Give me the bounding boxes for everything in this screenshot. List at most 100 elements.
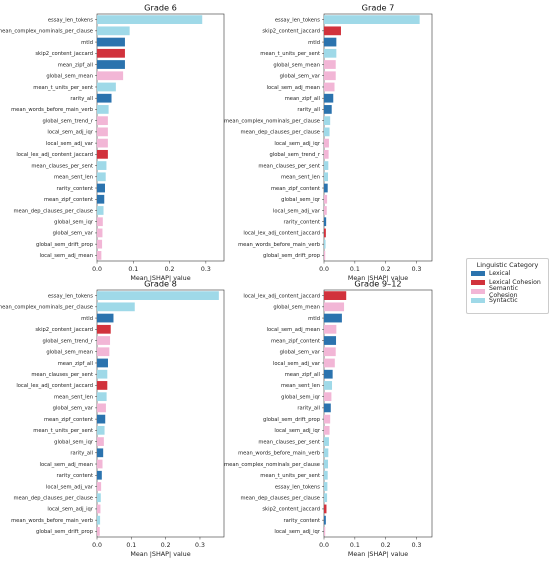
category-label: global_sem_drift_prop	[263, 417, 321, 423]
bar	[324, 183, 328, 193]
category-label: mean_words_before_main_verb	[238, 242, 321, 248]
legend: Linguistic Category Lexical Lexical Cohe…	[466, 258, 549, 314]
chart-title: Grade 9–12	[354, 279, 401, 289]
bar	[97, 403, 106, 413]
category-label: local_lex_adj_content_jaccard	[243, 293, 320, 299]
category-label: mean_complex_nominals_per_clause	[0, 29, 93, 35]
bar	[97, 26, 130, 36]
category-label: rarity_all	[70, 451, 93, 457]
bar	[97, 313, 114, 323]
bar	[324, 336, 337, 345]
category-label: essay_len_tokens	[275, 17, 320, 23]
chart-title: Grade 7	[362, 3, 395, 13]
bar	[97, 515, 101, 525]
bar	[324, 313, 342, 323]
category-label: local_sem_adj_iqr	[274, 529, 320, 535]
bar	[97, 324, 111, 334]
category-label: mean_zipf_all	[285, 96, 320, 102]
category-label: mean_t_units_per_sent	[33, 428, 93, 434]
category-label: global_sem_mean	[46, 74, 93, 80]
x-tick-label: 0.0	[319, 542, 329, 549]
category-label: global_sem_trend_r	[269, 152, 320, 158]
bar	[97, 482, 102, 491]
bar	[97, 149, 108, 159]
legend-item-lexical: Lexical	[471, 269, 548, 278]
bar	[97, 347, 110, 357]
bar	[97, 425, 105, 435]
category-label: global_sem_mean	[273, 305, 320, 311]
x-tick-label: 0.3	[412, 542, 422, 549]
bar	[97, 493, 101, 503]
category-label: mean_dep_clauses_per_clause	[241, 130, 321, 136]
category-label: rarity_all	[297, 406, 320, 412]
bar	[97, 392, 107, 402]
plot-frame	[96, 289, 225, 538]
bar	[324, 127, 330, 137]
bar	[97, 127, 108, 137]
category-label: mean_zipf_all	[285, 372, 320, 378]
bar	[324, 302, 345, 312]
legend-label: Syntactic	[489, 297, 518, 304]
category-label: mean_clauses_per_sent	[31, 372, 93, 378]
bar	[324, 504, 327, 514]
category-label: rarity_content	[284, 518, 320, 524]
x-tick-label: 0.2	[381, 266, 391, 273]
bar	[97, 369, 108, 379]
category-label: local_sem_adj_iqr	[274, 141, 320, 147]
category-label: rarity_all	[70, 96, 93, 102]
category-label: mean_dep_clauses_per_clause	[14, 208, 94, 214]
bar	[324, 217, 327, 227]
bar	[324, 381, 333, 390]
bar	[324, 414, 331, 424]
bar	[324, 138, 329, 148]
category-label: skip2_content_jaccard	[35, 51, 93, 57]
category-label: local_lex_adj_content_jaccard	[243, 231, 320, 237]
legend-swatch	[471, 289, 485, 294]
category-label: global_sem_mean	[273, 62, 320, 68]
bar	[324, 392, 332, 402]
bar	[324, 206, 327, 215]
chart-title: Grade 8	[144, 279, 177, 289]
category-label: mean_words_before_main_verb	[11, 107, 94, 113]
category-label: rarity_content	[57, 473, 93, 479]
category-label: mean_clauses_per_sent	[258, 439, 320, 445]
bar	[97, 217, 103, 227]
bar	[97, 302, 135, 312]
bar	[97, 172, 106, 182]
category-label: mean_t_units_per_sent	[260, 51, 320, 57]
category-label: mean_sent_len	[281, 175, 320, 181]
category-label: local_sem_adj_var	[46, 484, 94, 490]
x-tick-label: 0.1	[128, 266, 138, 273]
legend-item-syntactic: Syntactic	[471, 296, 548, 305]
x-tick-label: 0.1	[126, 542, 136, 549]
bar	[324, 37, 337, 47]
category-label: mean_complex_nominals_per_clause	[224, 462, 320, 468]
bar	[324, 347, 336, 357]
category-label: global_sem_drift_prop	[263, 253, 321, 259]
x-tick-label: 0.1	[350, 266, 360, 273]
bar	[324, 60, 336, 69]
category-label: essay_len_tokens	[48, 17, 93, 23]
x-tick-label: 0.0	[319, 266, 329, 273]
category-label: essay_len_tokens	[275, 484, 320, 490]
bar	[324, 358, 335, 368]
legend-label: Lexical	[489, 270, 511, 277]
bar	[324, 93, 334, 103]
bar	[97, 206, 104, 215]
category-label: local_sem_adj_mean	[267, 327, 320, 333]
bar	[324, 172, 329, 182]
bar	[97, 194, 105, 204]
category-label: global_sem_iqr	[281, 197, 321, 203]
x-tick-label: 0.0	[92, 542, 102, 549]
x-axis-label: Mean |SHAP| value	[348, 274, 408, 282]
x-tick-label: 0.2	[165, 266, 175, 273]
bar	[97, 470, 102, 480]
category-label: mean_words_before_main_verb	[11, 518, 94, 524]
category-label: local_sem_adj_iqr	[47, 507, 93, 513]
category-label: essay_len_tokens	[48, 293, 93, 299]
legend-swatch	[471, 271, 485, 276]
category-label: rarity_all	[297, 107, 320, 113]
bar	[97, 381, 108, 390]
category-label: mean_t_units_per_sent	[260, 473, 320, 479]
